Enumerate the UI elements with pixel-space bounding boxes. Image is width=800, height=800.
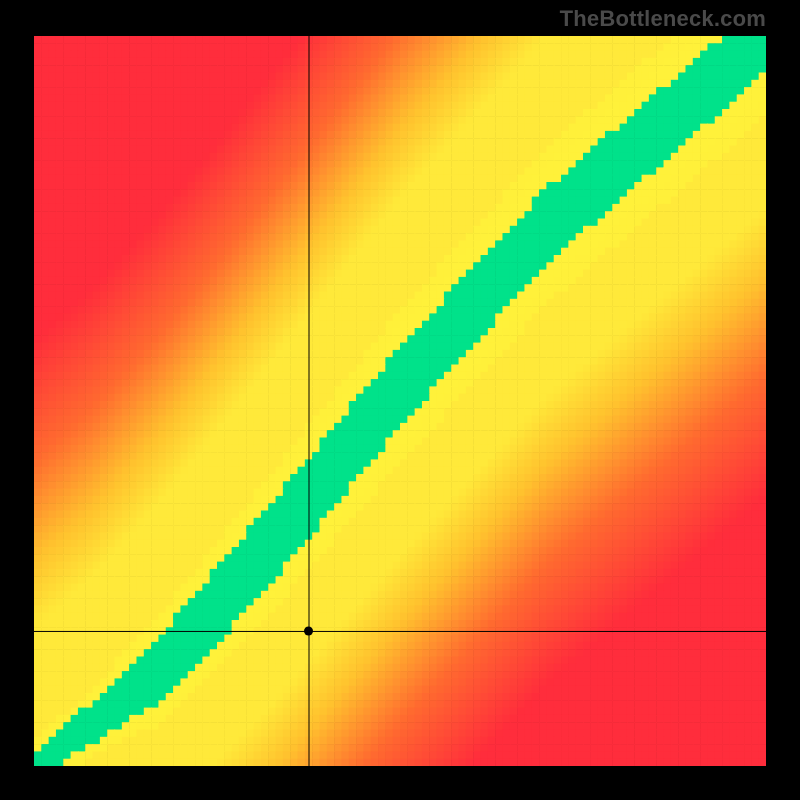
bottleneck-heatmap [34,36,766,766]
attribution-text: TheBottleneck.com [560,6,766,32]
heatmap-canvas [34,36,766,766]
